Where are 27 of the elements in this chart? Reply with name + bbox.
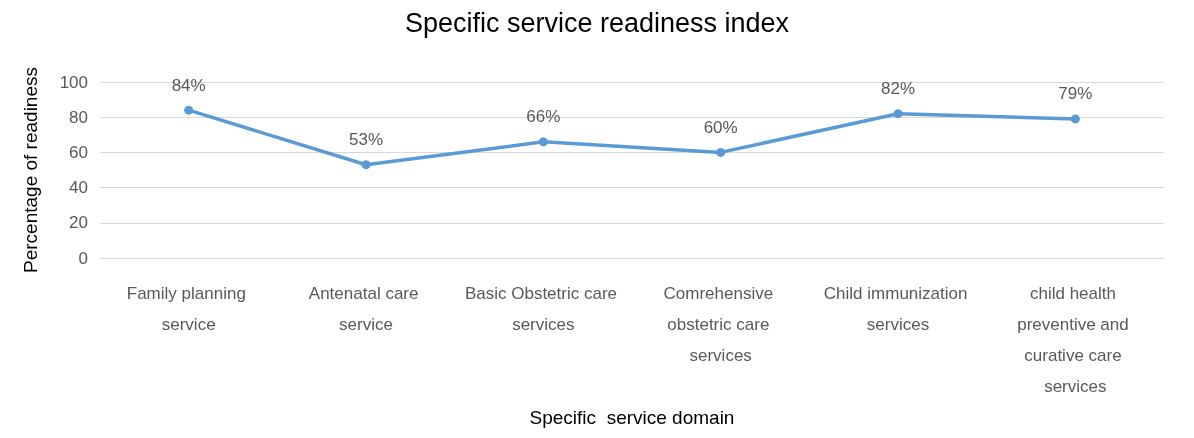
x-tick-label: Family planning service bbox=[126, 284, 251, 334]
y-tick-label: 0 bbox=[78, 248, 88, 268]
data-label: 79% bbox=[1058, 84, 1093, 104]
data-label: 53% bbox=[348, 130, 384, 150]
x-tick-label: Comrehensive obstetric care services bbox=[663, 284, 778, 365]
point bbox=[538, 137, 548, 147]
point bbox=[361, 160, 371, 170]
data-label: 60% bbox=[703, 117, 738, 137]
point bbox=[716, 147, 726, 157]
data-label: 66% bbox=[526, 107, 561, 127]
x-tick-label: Antenatal care service bbox=[308, 284, 424, 334]
y-tick-label: 100 bbox=[59, 72, 88, 92]
data-label: 84% bbox=[171, 75, 206, 95]
y-tick-label: 60 bbox=[69, 142, 88, 162]
x-tick-label: child health preventive and curative care services bbox=[1017, 284, 1134, 396]
y-axis-title: Percentage of readiness bbox=[20, 67, 41, 273]
point bbox=[1070, 114, 1080, 124]
y-tick-label: 20 bbox=[69, 213, 88, 233]
y-tick-label: 40 bbox=[69, 178, 88, 198]
x-tick-label: Basic Obstetric care services bbox=[464, 284, 622, 334]
y-tick-label: 80 bbox=[69, 107, 88, 127]
x-tick-label: Child immunization services bbox=[823, 284, 973, 334]
point bbox=[184, 105, 194, 115]
data-label: 82% bbox=[880, 79, 916, 99]
point bbox=[893, 109, 903, 119]
chart-title: Specific service readiness index bbox=[404, 7, 790, 38]
x-axis-title: Specific service domain bbox=[529, 407, 735, 428]
